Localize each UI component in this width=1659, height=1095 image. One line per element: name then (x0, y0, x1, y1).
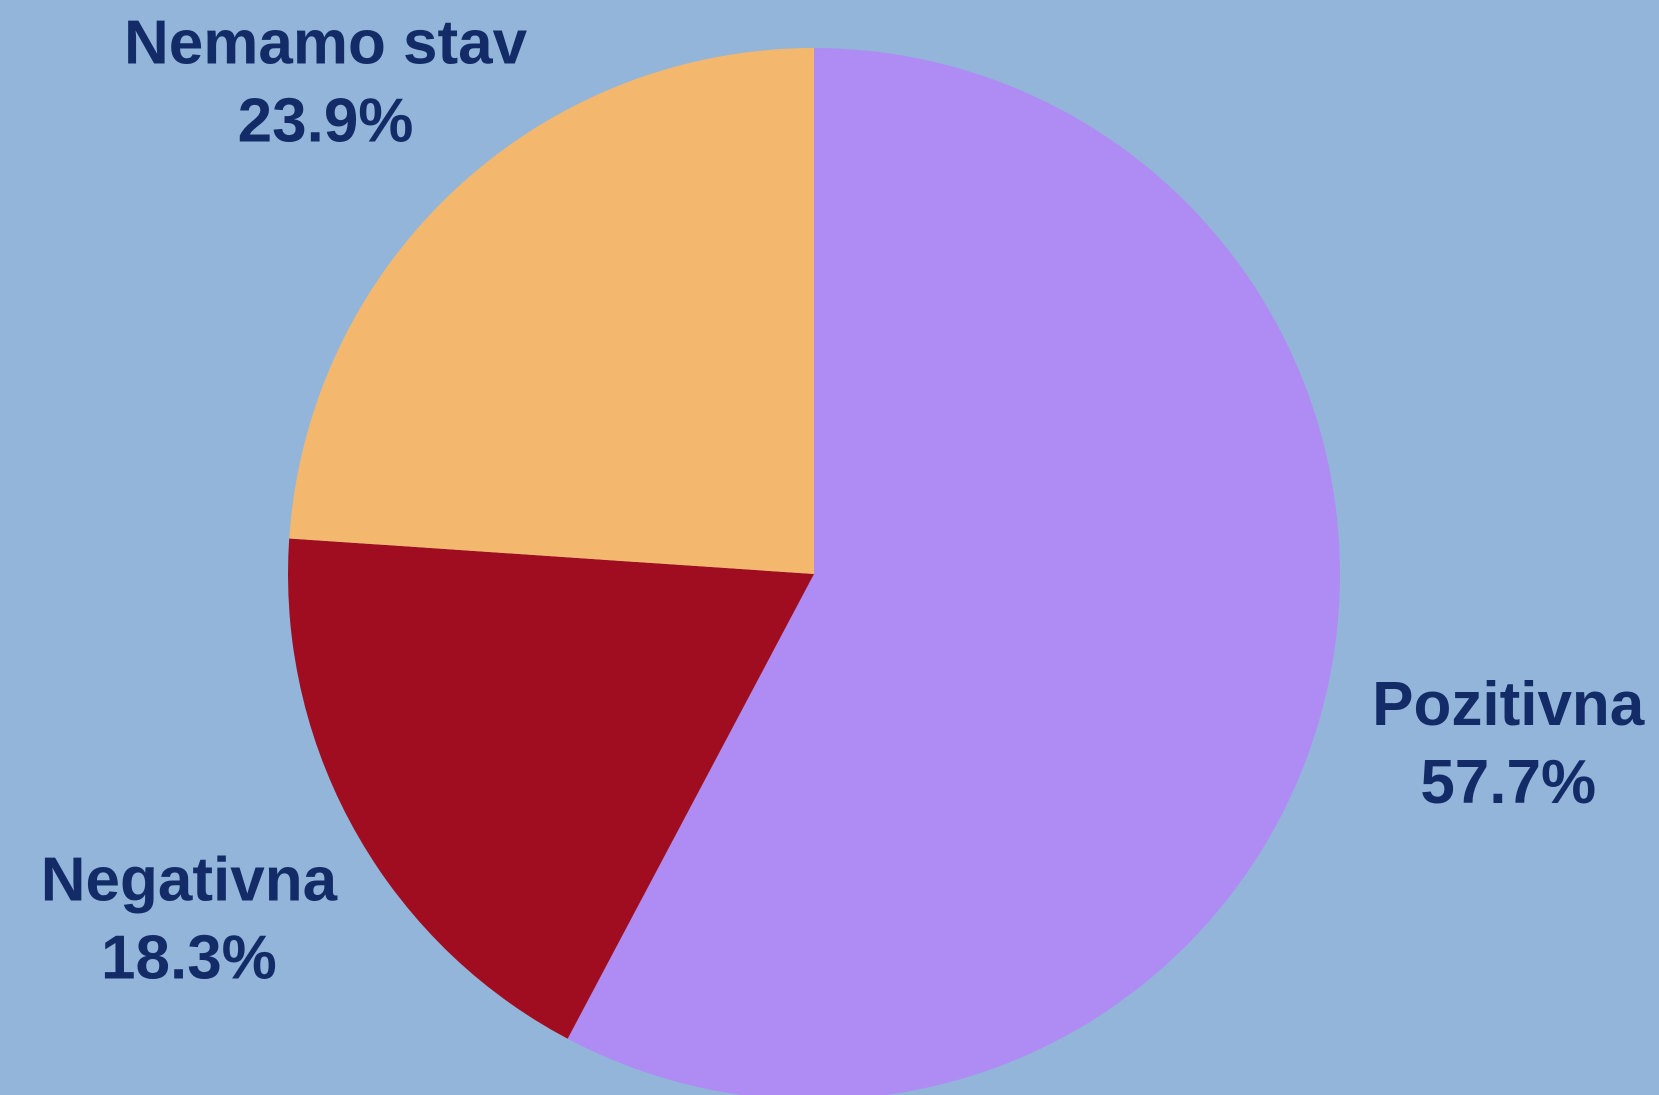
pie-slice (289, 47, 815, 574)
pie-slice (288, 538, 814, 1039)
slice-label: Pozitivna (1372, 670, 1645, 739)
pie-slice (567, 48, 1340, 1095)
slice-value-label: 23.9% (238, 86, 414, 155)
slice-value-label: 57.7% (1420, 748, 1596, 817)
slice-label: Nemamo stav (124, 8, 528, 77)
slice-value-label: 18.3% (101, 923, 277, 992)
slice-label: Negativna (41, 845, 338, 914)
